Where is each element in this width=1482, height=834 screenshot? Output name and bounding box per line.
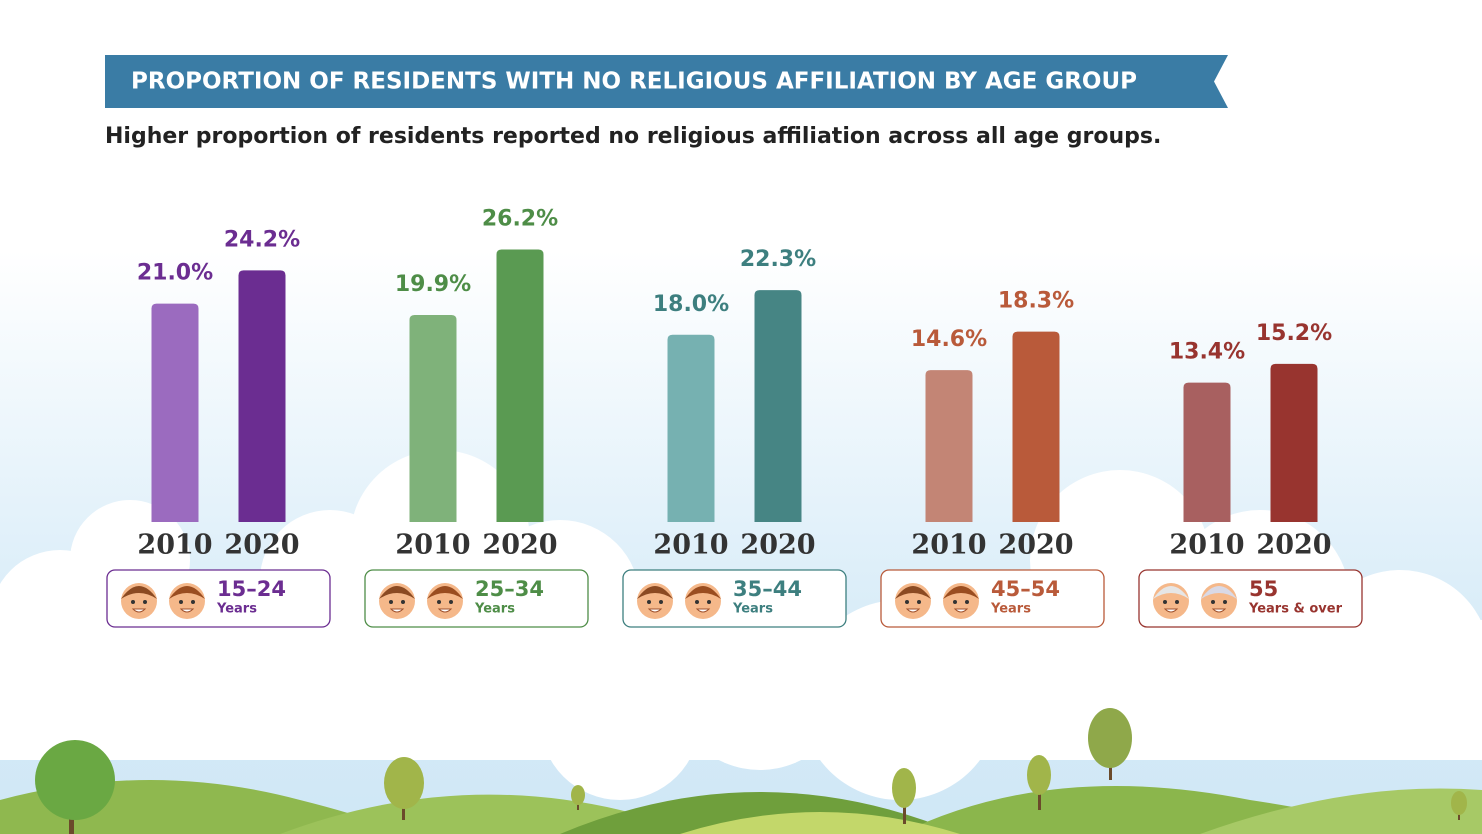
bar xyxy=(496,249,544,522)
series-label: 2020 xyxy=(740,530,815,561)
face-hair xyxy=(121,586,157,599)
value-label: 24.2% xyxy=(224,227,300,252)
category-label: 55 xyxy=(1249,577,1278,601)
face-mouth xyxy=(389,608,405,613)
face-eye xyxy=(1211,600,1215,604)
face-mouth xyxy=(905,608,921,613)
value-label: 13.4% xyxy=(1169,340,1245,365)
face-eye xyxy=(179,600,183,604)
series-label: 2020 xyxy=(998,530,1073,561)
face-eye xyxy=(389,600,393,604)
bar xyxy=(151,303,199,522)
value-label: 22.3% xyxy=(740,247,816,272)
face-eye xyxy=(131,600,135,604)
value-label: 14.6% xyxy=(911,327,987,352)
face-hair xyxy=(379,586,415,599)
category-sublabel: Years xyxy=(732,602,773,617)
face-mouth xyxy=(131,608,147,613)
face-eye xyxy=(659,600,663,604)
face-eye xyxy=(707,600,711,604)
face-hair xyxy=(895,586,931,599)
face-mouth xyxy=(1211,608,1227,613)
face-eye xyxy=(1223,600,1227,604)
face-eye xyxy=(647,600,651,604)
bar xyxy=(238,270,286,522)
value-label: 19.9% xyxy=(395,272,471,297)
face-mouth xyxy=(437,608,453,613)
bar xyxy=(1183,382,1231,522)
face-hair xyxy=(685,586,721,599)
face-hair xyxy=(427,586,463,599)
title-banner xyxy=(105,55,1228,108)
face-eye xyxy=(191,600,195,604)
category-sublabel: Years & over xyxy=(1248,602,1343,617)
bar xyxy=(409,315,457,522)
series-label: 2020 xyxy=(482,530,557,561)
chart-subtitle: Higher proportion of residents reported … xyxy=(105,124,1161,149)
category-label: 15–24 xyxy=(217,577,286,601)
series-label: 2010 xyxy=(653,530,728,561)
face-hair xyxy=(1153,586,1189,599)
value-label: 26.2% xyxy=(482,207,558,232)
face-eye xyxy=(401,600,405,604)
face-mouth xyxy=(1163,608,1179,613)
face-eye xyxy=(1175,600,1179,604)
face-eye xyxy=(965,600,969,604)
category-sublabel: Years xyxy=(990,602,1031,617)
category-box xyxy=(364,569,589,628)
face-mouth xyxy=(953,608,969,613)
value-label: 21.0% xyxy=(137,261,213,286)
bar xyxy=(1012,331,1060,522)
face-mouth xyxy=(179,608,195,613)
bar xyxy=(925,370,973,522)
face-hair xyxy=(637,586,673,599)
face-eye xyxy=(437,600,441,604)
series-label: 2020 xyxy=(1256,530,1331,561)
bar xyxy=(1270,363,1318,522)
category-box xyxy=(880,569,1105,628)
face-mouth xyxy=(647,608,663,613)
series-label: 2010 xyxy=(137,530,212,561)
series-label: 2020 xyxy=(224,530,299,561)
category-box xyxy=(106,569,331,628)
category-label: 45–54 xyxy=(991,577,1060,601)
category-box xyxy=(1138,569,1363,628)
bar xyxy=(667,334,715,522)
bar xyxy=(754,290,802,522)
category-sublabel: Years xyxy=(474,602,515,617)
category-label: 25–34 xyxy=(475,577,544,601)
series-label: 2010 xyxy=(911,530,986,561)
face-eye xyxy=(695,600,699,604)
series-label: 2010 xyxy=(395,530,470,561)
value-label: 18.0% xyxy=(653,292,729,317)
category-sublabel: Years xyxy=(216,602,257,617)
category-label: 35–44 xyxy=(733,577,802,601)
face-hair xyxy=(943,586,979,599)
face-eye xyxy=(953,600,957,604)
face-eye xyxy=(1163,600,1167,604)
value-label: 15.2% xyxy=(1256,321,1332,346)
face-eye xyxy=(449,600,453,604)
face-mouth xyxy=(695,608,711,613)
value-label: 18.3% xyxy=(998,289,1074,314)
face-eye xyxy=(905,600,909,604)
face-eye xyxy=(143,600,147,604)
trees xyxy=(35,708,1467,834)
face-eye xyxy=(917,600,921,604)
face-hair xyxy=(1201,586,1237,599)
chart-title: PROPORTION OF RESIDENTS WITH NO RELIGIOU… xyxy=(131,69,1137,95)
face-hair xyxy=(169,586,205,599)
series-label: 2010 xyxy=(1169,530,1244,561)
category-box xyxy=(622,569,847,628)
